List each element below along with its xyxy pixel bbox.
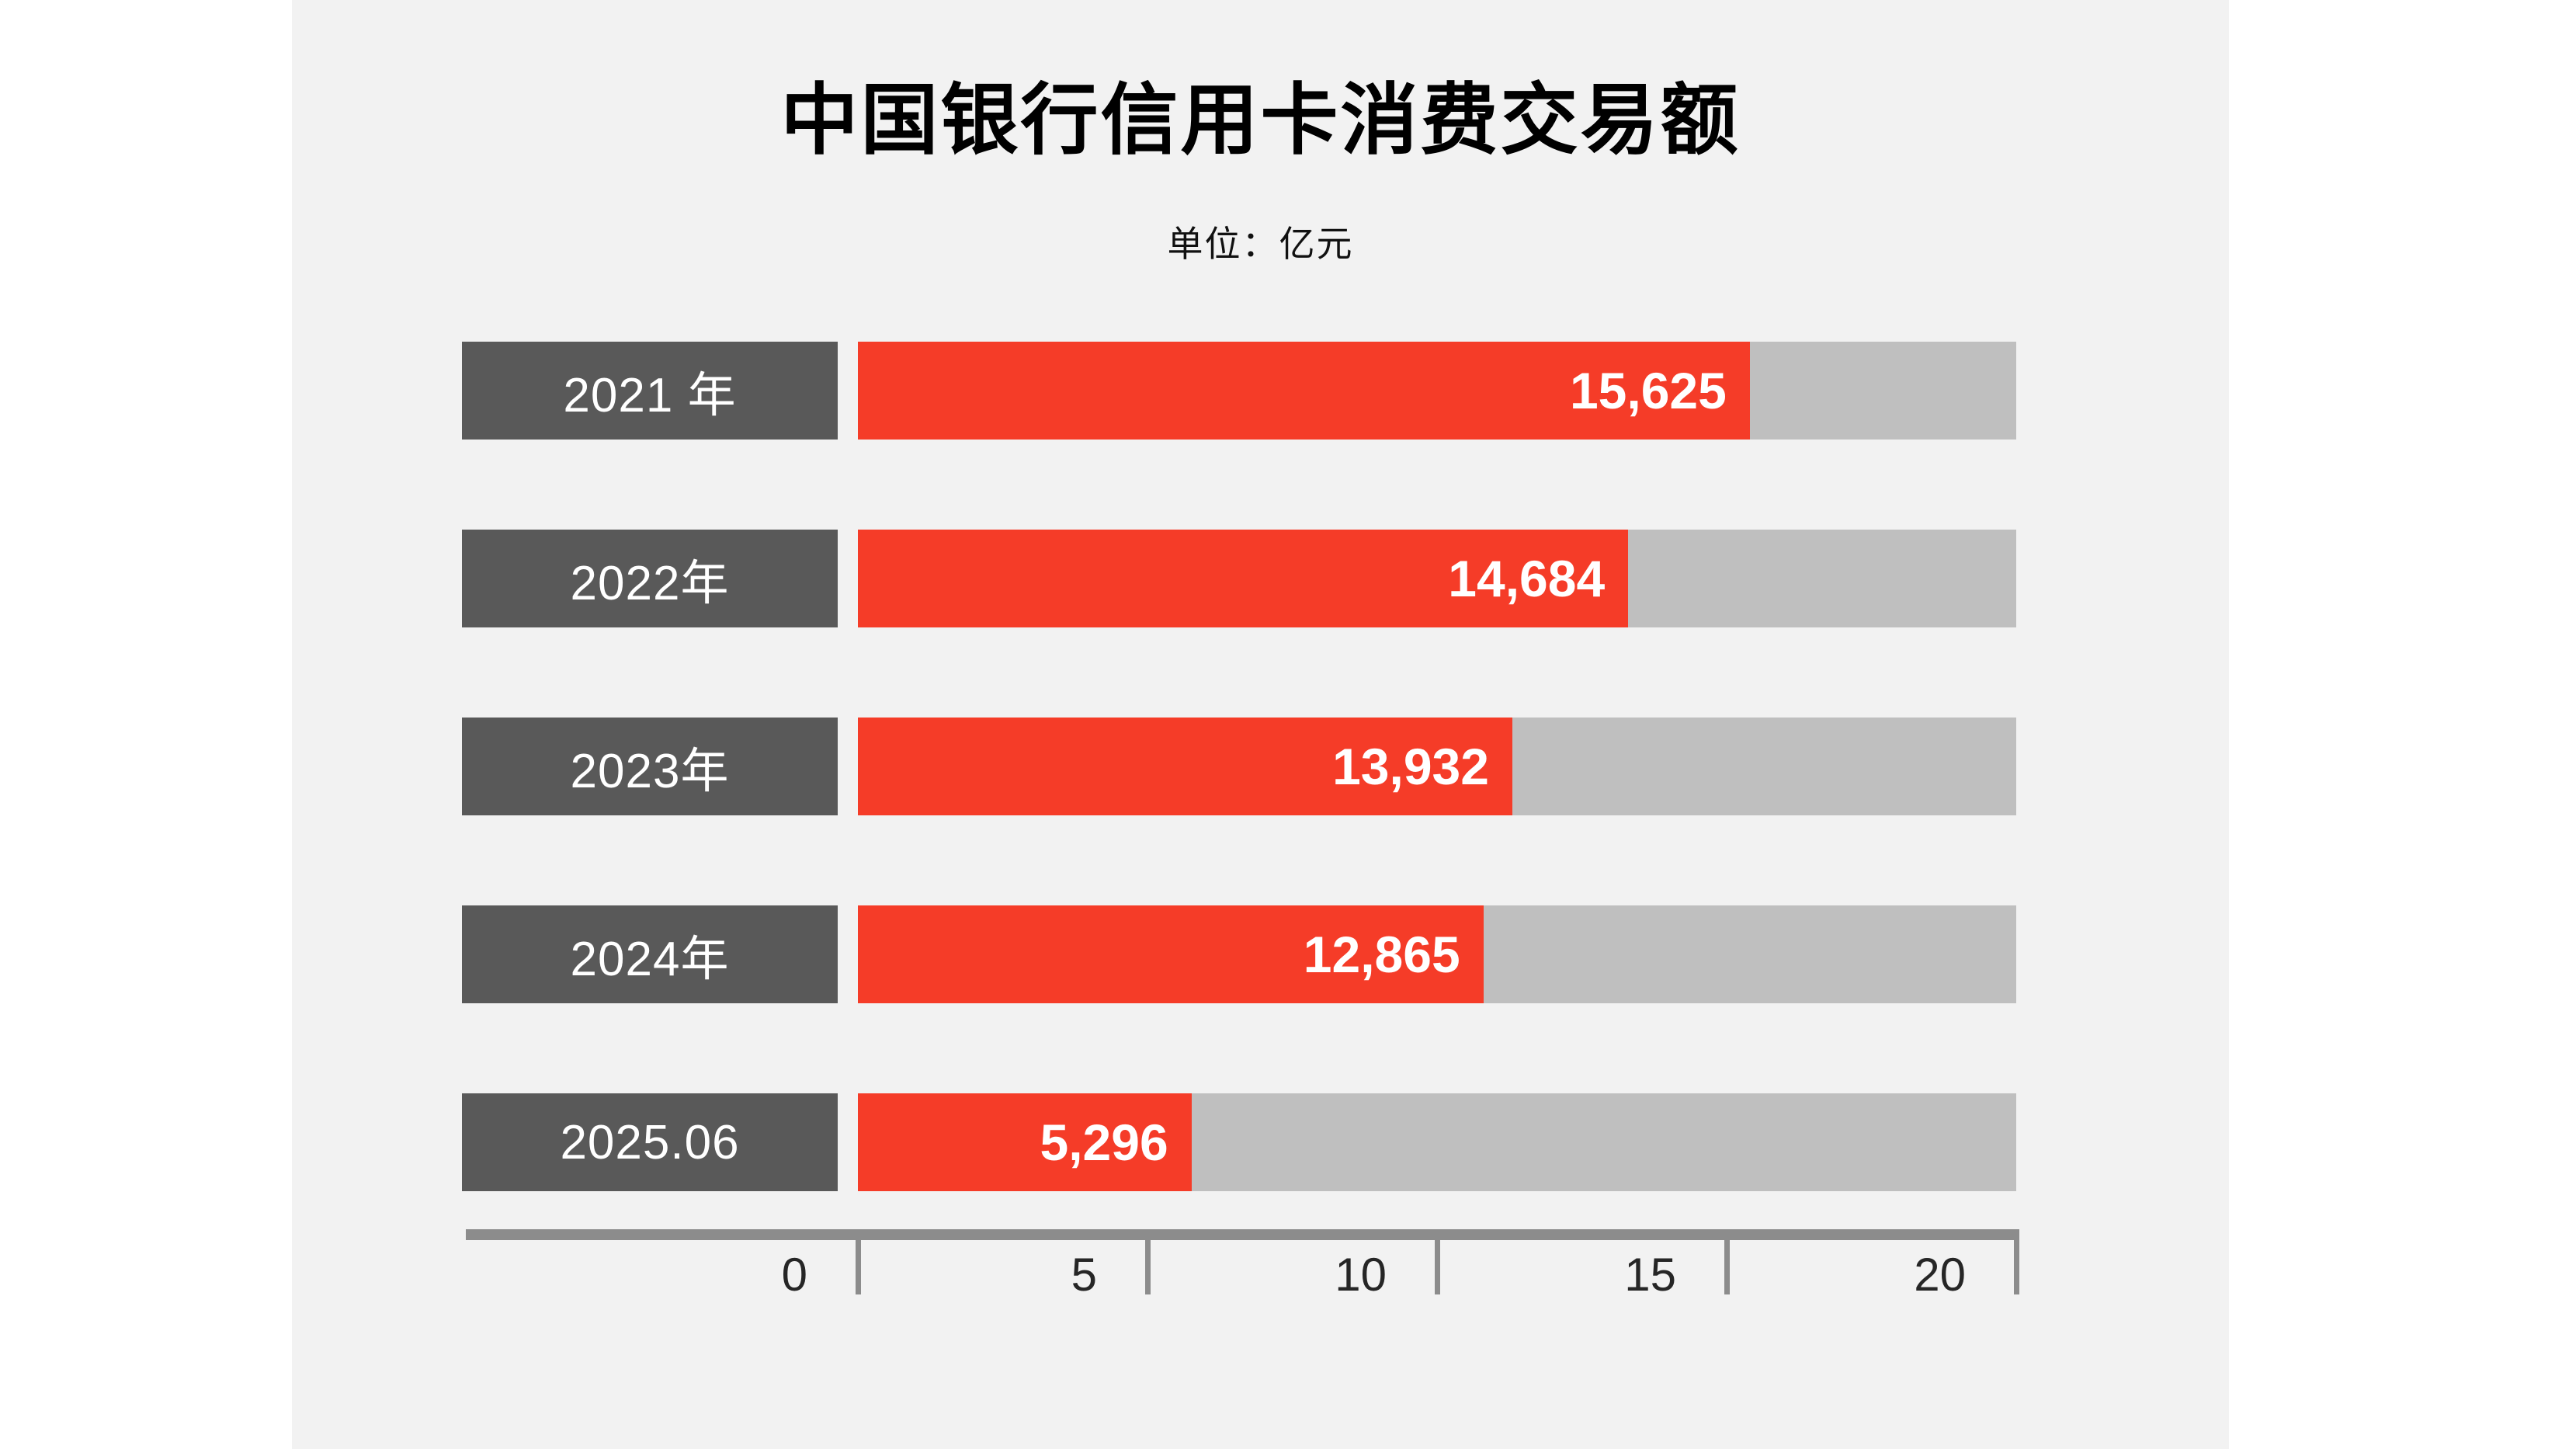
- bar-track: 14,684: [858, 530, 2016, 627]
- x-axis-tick-label: 15: [1624, 1249, 1676, 1301]
- chart-unit-label: 单位：亿元: [1167, 224, 1354, 264]
- bar-value-label: 14,684: [1448, 550, 1606, 607]
- x-axis-tick-label: 20: [1914, 1249, 1966, 1301]
- x-axis-tick: [2014, 1229, 2019, 1294]
- bar-track: 15,625: [858, 342, 2016, 440]
- bar-fill: 14,684: [858, 530, 1629, 627]
- category-label: 2025.06: [560, 1115, 740, 1169]
- bar-row: 2024年 12,865: [292, 905, 2229, 1003]
- x-axis-tick: [1435, 1229, 1440, 1294]
- bar-fill: 5,296: [858, 1093, 1192, 1191]
- x-axis-line: [466, 1229, 2019, 1240]
- category-label-box: 2021 年: [462, 342, 838, 440]
- bar-value-label: 5,296: [1040, 1114, 1168, 1171]
- chart-title: 中国银行信用卡消费交易额: [780, 77, 1741, 164]
- category-label: 2024年: [570, 933, 730, 986]
- category-label: 2021 年: [563, 369, 737, 422]
- bar-fill: 12,865: [858, 905, 1484, 1003]
- bar-value-label: 13,932: [1332, 738, 1489, 795]
- category-label-box: 2025.06: [462, 1093, 838, 1191]
- bar-fill: 13,932: [858, 718, 1512, 815]
- category-label-box: 2024年: [462, 905, 838, 1003]
- x-axis-tick-label: 10: [1335, 1249, 1387, 1301]
- bar-row: 2021 年 15,625: [292, 342, 2229, 440]
- x-axis-tick-label: 0: [781, 1249, 807, 1301]
- category-label: 2022年: [570, 557, 730, 610]
- bar-track: 13,932: [858, 718, 2016, 815]
- bar-row: 2022年 14,684: [292, 530, 2229, 627]
- x-axis-tick-label: 5: [1071, 1249, 1097, 1301]
- bar-track: 5,296: [858, 1093, 2016, 1191]
- bar-value-label: 15,625: [1569, 362, 1727, 419]
- x-axis-tick: [1145, 1229, 1151, 1294]
- bar-row: 2023年 13,932: [292, 718, 2229, 815]
- chart-canvas: 中国银行信用卡消费交易额 单位：亿元 2021 年 15,625 2022年 14,6…: [292, 0, 2229, 1449]
- bar-track: 12,865: [858, 905, 2016, 1003]
- bar-fill: 15,625: [858, 342, 1750, 440]
- x-axis-tick: [1724, 1229, 1730, 1294]
- bar-value-label: 12,865: [1303, 926, 1460, 983]
- x-axis-tick: [856, 1229, 861, 1294]
- category-label-box: 2022年: [462, 530, 838, 627]
- bar-row: 2025.06 5,296: [292, 1093, 2229, 1191]
- category-label: 2023年: [570, 745, 730, 798]
- category-label-box: 2023年: [462, 718, 838, 815]
